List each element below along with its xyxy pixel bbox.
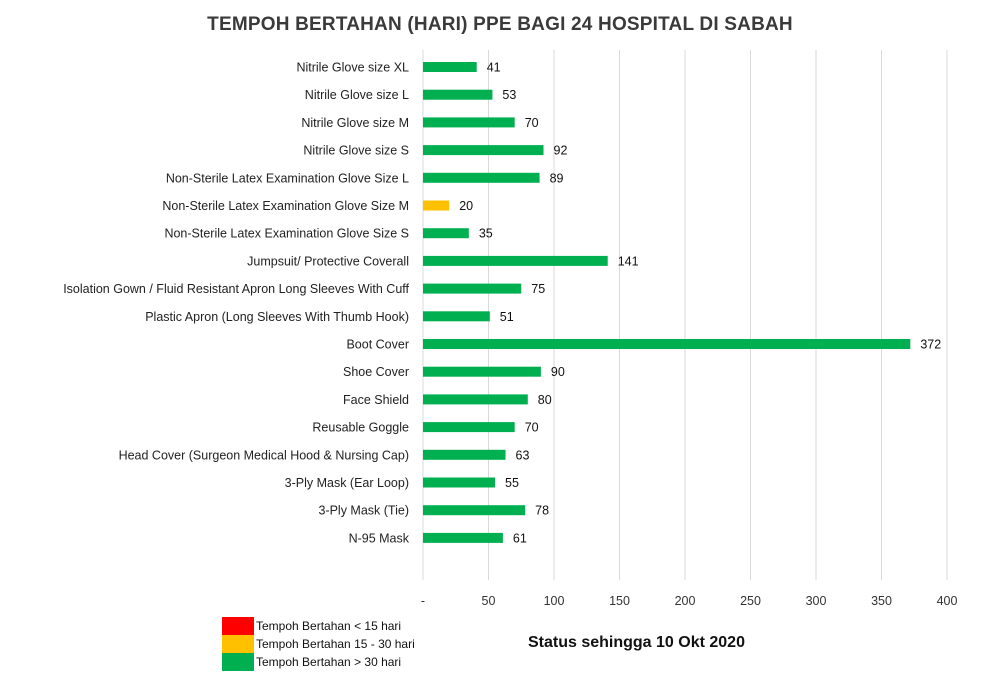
bar	[423, 422, 515, 433]
x-tick-label: 250	[740, 594, 761, 608]
bar	[423, 255, 608, 266]
category-label: Face Shield	[343, 393, 409, 407]
data-label: 53	[502, 88, 516, 102]
bar	[423, 477, 496, 488]
x-tick-label: -	[421, 594, 425, 608]
data-label: 61	[513, 531, 527, 545]
bar	[423, 200, 450, 211]
category-label: Reusable Goggle	[312, 421, 409, 435]
data-label: 20	[459, 199, 473, 213]
chart-title: TEMPOH BERTAHAN (HARI) PPE BAGI 24 HOSPI…	[207, 14, 793, 35]
x-tick-label: 350	[871, 594, 892, 608]
data-label: 35	[479, 227, 493, 241]
bar	[423, 172, 540, 183]
bar	[423, 532, 503, 543]
data-label: 41	[487, 61, 501, 75]
bar	[423, 283, 522, 294]
data-label: 51	[500, 310, 514, 324]
legend-swatch-amber	[222, 635, 254, 653]
bar	[423, 339, 911, 349]
data-label: 92	[554, 144, 568, 158]
legend-swatch-red	[222, 617, 254, 635]
legend-item-red: Tempoh Bertahan < 15 hari	[222, 617, 415, 635]
data-label: 80	[538, 393, 552, 407]
x-tick-label: 400	[937, 594, 958, 608]
x-tick-label: 200	[675, 594, 696, 608]
bar	[423, 62, 477, 72]
legend-label-amber: Tempoh Bertahan 15 - 30 hari	[256, 637, 415, 651]
bar	[423, 145, 544, 156]
category-label: Nitrile Glove size M	[301, 116, 409, 130]
bar	[423, 89, 493, 100]
category-label: Boot Cover	[346, 338, 409, 352]
category-label: Non-Sterile Latex Examination Glove Size…	[162, 199, 409, 213]
data-label: 141	[618, 254, 639, 268]
data-label: 75	[531, 282, 545, 296]
category-label: Plastic Apron (Long Sleeves With Thumb H…	[145, 310, 409, 324]
category-label: Nitrile Glove size XL	[296, 61, 409, 75]
category-label: Jumpsuit/ Protective Coverall	[247, 254, 409, 268]
legend-swatch-green	[222, 653, 254, 671]
bar	[423, 449, 506, 460]
legend-item-amber: Tempoh Bertahan 15 - 30 hari	[222, 635, 415, 653]
category-label: Nitrile Glove size L	[305, 88, 409, 102]
category-label: 3-Ply Mask (Ear Loop)	[285, 476, 409, 490]
data-label: 70	[525, 421, 539, 435]
data-label: 89	[550, 171, 564, 185]
legend: Tempoh Bertahan < 15 hari Tempoh Bertaha…	[222, 617, 415, 671]
data-label: 63	[516, 448, 530, 462]
x-tick-label: 150	[609, 594, 630, 608]
x-tick-label: 100	[544, 594, 565, 608]
legend-item-green: Tempoh Bertahan > 30 hari	[222, 653, 415, 671]
legend-label-red: Tempoh Bertahan < 15 hari	[256, 619, 402, 633]
bar	[423, 505, 526, 516]
category-label: Isolation Gown / Fluid Resistant Apron L…	[63, 282, 409, 296]
x-tick-label: 50	[482, 594, 496, 608]
data-label: 372	[920, 338, 941, 352]
category-label: Shoe Cover	[343, 365, 409, 379]
bar	[423, 311, 490, 322]
legend-label-green: Tempoh Bertahan > 30 hari	[256, 655, 402, 669]
status-note: Status sehingga 10 Okt 2020	[528, 634, 745, 651]
data-label: 55	[505, 476, 519, 490]
category-label: Head Cover (Surgeon Medical Hood & Nursi…	[119, 448, 409, 462]
bar	[423, 366, 541, 377]
category-label: N-95 Mask	[349, 531, 410, 545]
bar	[423, 117, 515, 128]
data-label: 70	[525, 116, 539, 130]
bar	[423, 394, 528, 405]
category-label: Non-Sterile Latex Examination Glove Size…	[166, 171, 409, 185]
data-label: 78	[535, 504, 549, 518]
category-label: 3-Ply Mask (Tie)	[318, 504, 409, 518]
bar	[423, 228, 469, 239]
data-label: 90	[551, 365, 565, 379]
category-label: Non-Sterile Latex Examination Glove Size…	[164, 227, 409, 241]
x-tick-label: 300	[806, 594, 827, 608]
category-label: Nitrile Glove size S	[303, 144, 409, 158]
